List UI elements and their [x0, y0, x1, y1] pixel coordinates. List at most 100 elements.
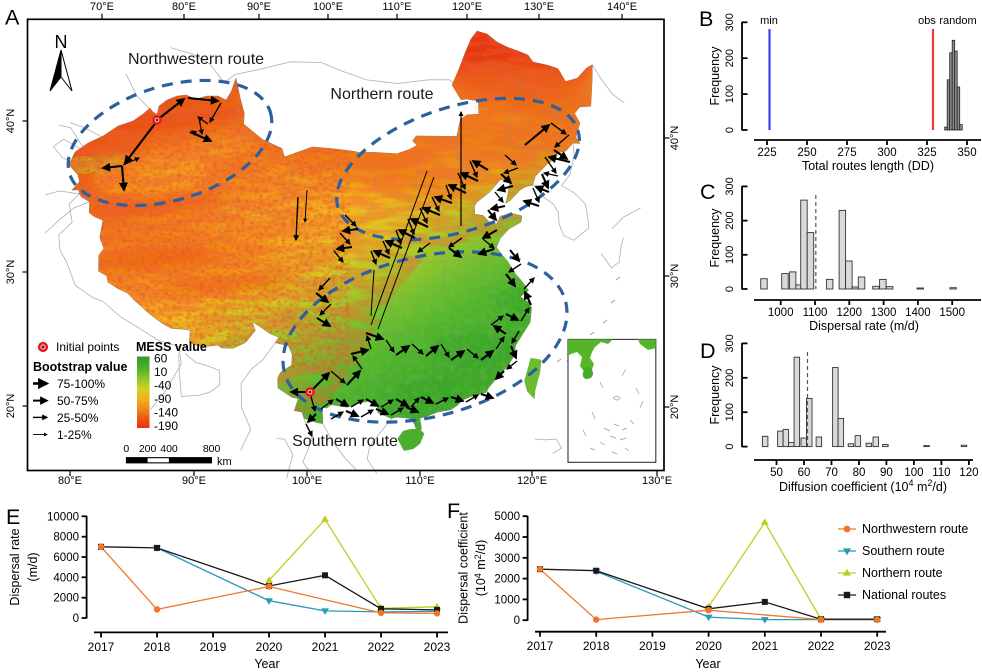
svg-text:130°E: 130°E: [524, 1, 554, 13]
svg-text:Initial points: Initial points: [56, 340, 119, 354]
svg-text:90°E: 90°E: [182, 475, 206, 487]
svg-text:1100: 1100: [803, 307, 828, 319]
svg-text:10000: 10000: [47, 511, 79, 523]
svg-text:4000: 4000: [494, 532, 520, 544]
svg-text:-140: -140: [154, 406, 178, 420]
svg-text:F: F: [447, 499, 460, 523]
svg-text:Bootstrap value: Bootstrap value: [33, 360, 128, 374]
svg-text:2021: 2021: [312, 640, 339, 654]
svg-text:110°E: 110°E: [382, 1, 411, 13]
svg-text:300: 300: [724, 334, 736, 352]
svg-text:120°E: 120°E: [452, 1, 482, 13]
svg-text:200: 200: [724, 369, 736, 387]
svg-text:1300: 1300: [871, 307, 897, 319]
svg-text:Diffusion coefficient (104 m2/: Diffusion coefficient (104 m2/d): [779, 478, 947, 494]
svg-text:2000: 2000: [53, 593, 79, 605]
svg-text:120: 120: [959, 467, 978, 479]
svg-text:140°E: 140°E: [607, 1, 637, 13]
svg-text:225: 225: [757, 147, 776, 159]
svg-text:Northwestern route: Northwestern route: [128, 51, 264, 68]
svg-text:300: 300: [724, 177, 736, 195]
svg-text:100: 100: [724, 403, 736, 421]
svg-text:2022: 2022: [368, 640, 395, 654]
svg-text:National routes: National routes: [862, 588, 946, 602]
svg-text:70°E: 70°E: [90, 1, 114, 13]
svg-text:Year: Year: [254, 657, 279, 671]
svg-text:2017: 2017: [88, 640, 115, 654]
svg-text:100: 100: [724, 85, 736, 103]
svg-text:25-50%: 25-50%: [57, 411, 99, 425]
svg-text:70: 70: [825, 467, 838, 479]
svg-text:1500: 1500: [939, 307, 965, 319]
svg-text:75-100%: 75-100%: [57, 377, 105, 391]
svg-text:2022: 2022: [808, 639, 835, 653]
svg-text:2023: 2023: [864, 639, 891, 653]
svg-text:1-25%: 1-25%: [57, 428, 92, 442]
svg-text:2020: 2020: [695, 639, 722, 653]
svg-text:(m/d): (m/d): [26, 552, 40, 581]
svg-text:0: 0: [73, 613, 79, 625]
svg-text:2000: 2000: [494, 574, 520, 586]
svg-text:5000: 5000: [494, 511, 520, 523]
svg-text:N: N: [55, 32, 68, 52]
svg-text:275: 275: [837, 147, 856, 159]
svg-text:Total routes length (DD): Total routes length (DD): [802, 159, 934, 173]
svg-text:110: 110: [932, 467, 950, 479]
svg-text:50: 50: [770, 467, 783, 479]
svg-text:80°E: 80°E: [172, 1, 196, 13]
svg-text:MESS value: MESS value: [136, 340, 207, 354]
svg-text:1400: 1400: [905, 307, 931, 319]
svg-text:10: 10: [154, 365, 168, 379]
svg-text:2017: 2017: [527, 639, 554, 653]
svg-text:0: 0: [514, 615, 520, 627]
svg-text:2018: 2018: [583, 639, 610, 653]
svg-text:0: 0: [123, 443, 129, 455]
svg-text:0: 0: [724, 444, 736, 450]
svg-text:350: 350: [957, 147, 976, 159]
svg-text:Frequency: Frequency: [708, 46, 722, 106]
svg-text:400: 400: [160, 443, 178, 455]
svg-text:110°E: 110°E: [405, 475, 434, 487]
svg-text:8000: 8000: [53, 532, 79, 544]
svg-text:-40: -40: [154, 379, 172, 393]
svg-text:90: 90: [880, 467, 893, 479]
svg-text:1000: 1000: [494, 594, 520, 606]
svg-text:30°N: 30°N: [669, 264, 681, 289]
svg-text:Frequency: Frequency: [708, 208, 722, 268]
svg-text:C: C: [700, 180, 716, 204]
svg-text:6000: 6000: [53, 552, 79, 564]
svg-text:325: 325: [917, 147, 936, 159]
svg-text:-90: -90: [154, 392, 172, 406]
svg-text:300: 300: [877, 147, 896, 159]
svg-text:Frequency: Frequency: [708, 365, 722, 425]
svg-text:250: 250: [797, 147, 816, 159]
svg-text:Southern route: Southern route: [292, 433, 398, 450]
svg-text:60: 60: [154, 352, 168, 366]
svg-text:60: 60: [798, 467, 811, 479]
svg-text:B: B: [699, 7, 713, 31]
svg-text:2023: 2023: [424, 640, 451, 654]
svg-text:300: 300: [724, 13, 736, 31]
svg-text:Northwestern route: Northwestern route: [862, 522, 968, 536]
svg-text:100°E: 100°E: [313, 1, 343, 13]
svg-text:2019: 2019: [639, 639, 666, 653]
svg-text:120°E: 120°E: [517, 475, 547, 487]
svg-text:km: km: [217, 456, 232, 468]
svg-text:20°N: 20°N: [669, 395, 681, 420]
svg-text:40°N: 40°N: [669, 126, 681, 151]
svg-text:2021: 2021: [751, 639, 778, 653]
svg-text:200: 200: [724, 211, 736, 229]
svg-text:90°E: 90°E: [247, 1, 271, 13]
svg-text:800: 800: [203, 443, 221, 455]
svg-text:Northern route: Northern route: [330, 86, 433, 103]
svg-text:200: 200: [724, 49, 736, 67]
svg-text:80°E: 80°E: [58, 475, 82, 487]
svg-text:min: min: [760, 15, 778, 27]
svg-text:130°E: 130°E: [642, 475, 672, 487]
svg-text:200: 200: [139, 443, 157, 455]
svg-text:Dispersal rate: Dispersal rate: [8, 528, 22, 605]
svg-text:Southern route: Southern route: [862, 544, 945, 558]
svg-text:D: D: [700, 339, 716, 363]
svg-text:1000: 1000: [768, 307, 794, 319]
svg-text:0: 0: [724, 127, 736, 133]
